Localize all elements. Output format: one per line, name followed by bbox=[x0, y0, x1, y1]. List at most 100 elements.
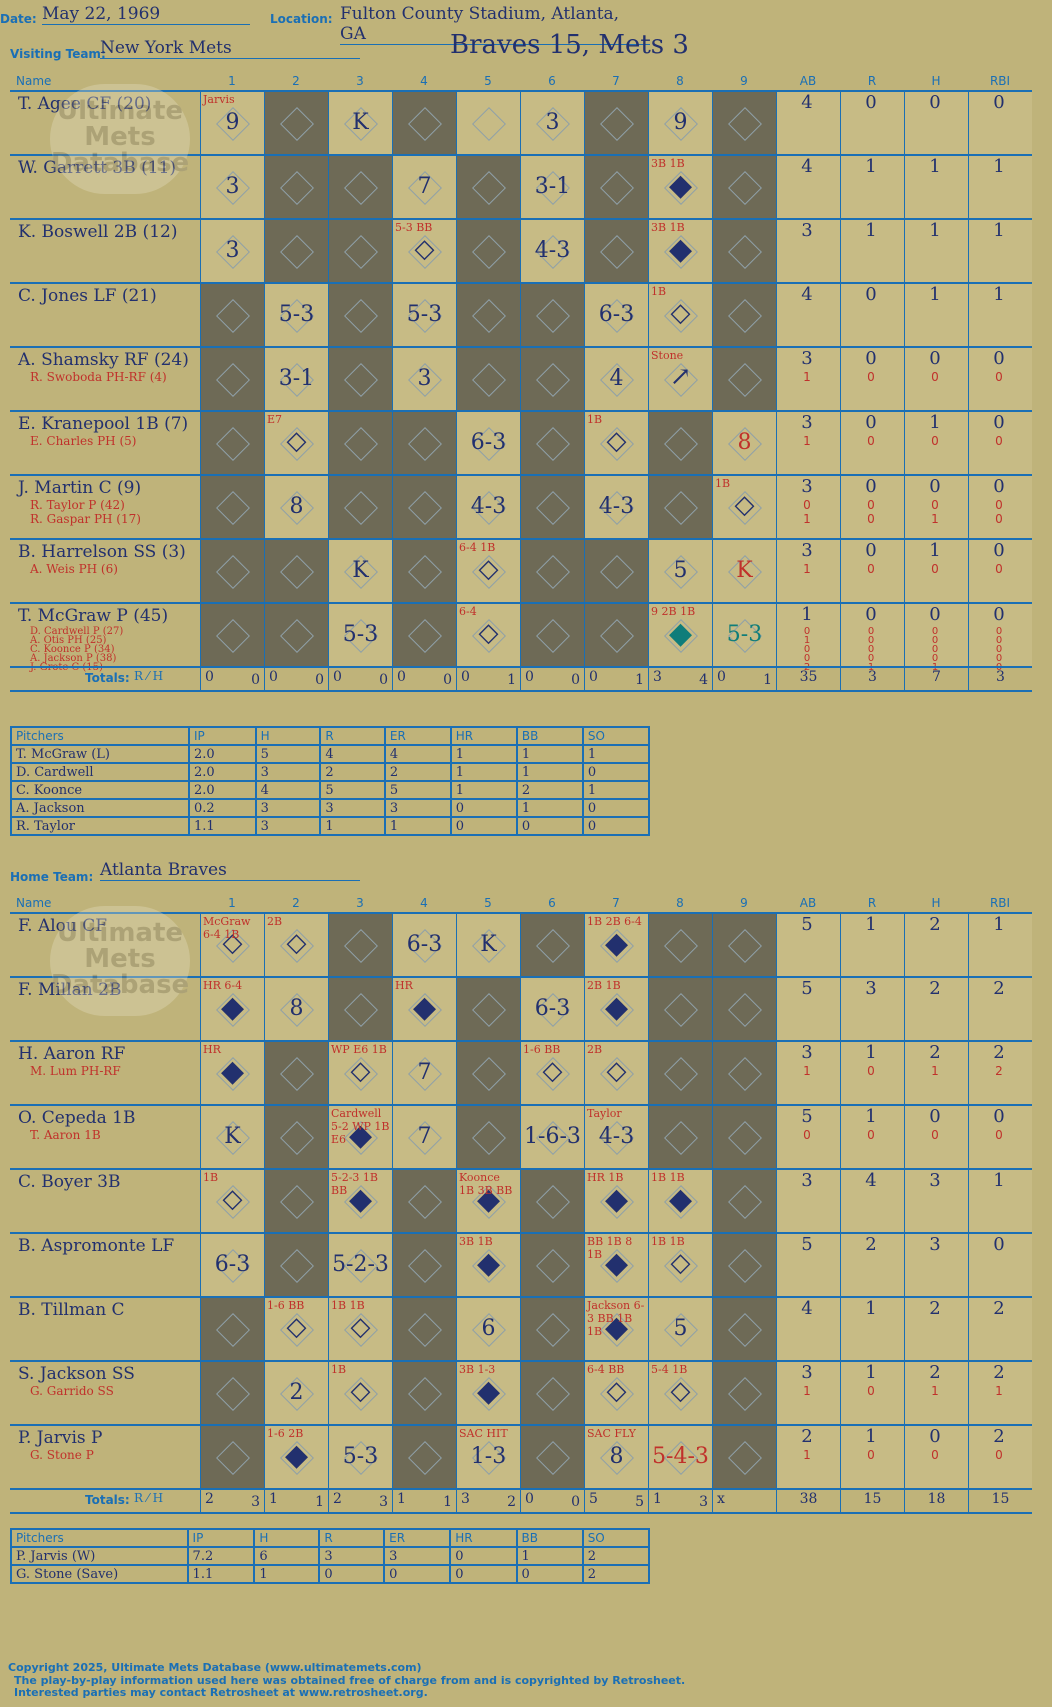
inning-cell bbox=[328, 348, 392, 412]
home-pitchers-table: Pitchers IP H R ER HR BB SO P. Jarvis (W) 7.2 6 3 3 0… bbox=[10, 1528, 651, 1584]
inning-cell: 3-1 bbox=[520, 156, 584, 220]
stat-value: 3 bbox=[801, 220, 813, 241]
inning-cell: 8 SAC FLY bbox=[584, 1426, 648, 1490]
stat-cell: 5 bbox=[776, 914, 840, 978]
pitchers-header-row: Pitchers IP H R ER HR BB SO bbox=[10, 726, 651, 746]
play-result: ◆ bbox=[476, 1374, 501, 1409]
inning-cell bbox=[712, 284, 776, 348]
sub-stat-value: 0 bbox=[931, 626, 939, 637]
pitcher-stat: 2 bbox=[581, 1546, 651, 1566]
inning-runs: 0 bbox=[333, 669, 342, 685]
inning-cell bbox=[200, 604, 264, 668]
base-diamond bbox=[344, 993, 378, 1027]
play-result: 9 bbox=[673, 110, 688, 135]
stat-value: 3 bbox=[929, 1170, 941, 1191]
stat-value: 2 bbox=[929, 1042, 941, 1063]
inning-cell: 6-3 bbox=[584, 284, 648, 348]
inning-cell: 4-3 bbox=[520, 220, 584, 284]
inning-cell: ◇ WP E6 1B bbox=[328, 1042, 392, 1106]
pitcher-stat: 0 bbox=[515, 816, 584, 836]
play-result: 2 bbox=[289, 1380, 304, 1405]
inning-cell bbox=[200, 348, 264, 412]
column-header: 1 bbox=[228, 896, 236, 910]
stat-value: 2 bbox=[929, 1298, 941, 1319]
inning-hits: 0 bbox=[571, 1494, 580, 1510]
play-result: ◇ bbox=[542, 1056, 563, 1086]
stat-value: 1 bbox=[865, 1042, 877, 1063]
base-diamond bbox=[536, 1377, 570, 1411]
stat-cell: 2 bbox=[840, 1234, 904, 1298]
inning-cell: 9 bbox=[648, 92, 712, 156]
play-annotation: E7 bbox=[267, 413, 283, 426]
stat-value: 1 bbox=[993, 220, 1005, 241]
play-result: 5-2-3 bbox=[332, 1252, 389, 1277]
pitcher-stat: 3 bbox=[319, 798, 386, 818]
stat-value: 0 bbox=[865, 92, 877, 113]
sub-stat-value: 0 bbox=[995, 562, 1003, 576]
stat-cell: 1 bbox=[904, 156, 968, 220]
play-annotation: 1B bbox=[651, 285, 667, 298]
batter-name: B. Tillman C bbox=[18, 1300, 125, 1320]
pitchers-column-header: IP bbox=[187, 726, 257, 746]
play-annotation: 3B 1B bbox=[459, 1235, 493, 1248]
sub-stat-value: 1 bbox=[803, 1064, 811, 1078]
play-annotation: 6-4 bbox=[459, 605, 477, 618]
pitcher-row: D. Cardwell 2.0 3 2 2 1 1 0 bbox=[10, 762, 651, 782]
home-team-name: Atlanta Braves bbox=[100, 860, 360, 881]
play-result: ◇ bbox=[350, 1312, 371, 1342]
stat-value: 3 bbox=[801, 1362, 813, 1383]
inning-cell bbox=[584, 92, 648, 156]
stat-value: 1 bbox=[865, 1298, 877, 1319]
sub-stat-value: 0 bbox=[931, 1128, 939, 1142]
sub-stat-value: 1 bbox=[931, 1384, 939, 1398]
sub-stat-value: 1 bbox=[803, 512, 811, 526]
sub-stat-value: 0 bbox=[803, 644, 811, 655]
batter-row: B. Aspromonte LF 6-3 5-2-3 ◆ 3B 1B ◆ BB 1B 8 1… bbox=[10, 1232, 1032, 1298]
stat-value: 0 bbox=[993, 540, 1005, 561]
base-diamond bbox=[536, 929, 570, 963]
column-header: 7 bbox=[612, 74, 620, 88]
substitute-name: A. Otis PH (25) bbox=[30, 635, 107, 646]
base-diamond bbox=[600, 171, 634, 205]
substitute-name: M. Lum PH-RF bbox=[30, 1064, 121, 1078]
play-annotation: McGraw 6-4 1B bbox=[203, 915, 251, 941]
pitcher-stat: 1 bbox=[449, 744, 518, 764]
pitcher-stat: 1 bbox=[449, 762, 518, 782]
runs-hits-key: R ⁄ H bbox=[134, 669, 164, 683]
play-result: 6 bbox=[481, 1316, 496, 1341]
pitcher-stat: 0 bbox=[449, 816, 518, 836]
base-diamond bbox=[216, 427, 250, 461]
inning-cell bbox=[328, 284, 392, 348]
pitcher-stat: 1 bbox=[383, 816, 452, 836]
pitcher-stat: 7.2 bbox=[186, 1546, 256, 1566]
sub-stat-value: 0 bbox=[867, 635, 875, 646]
column-header: R bbox=[867, 74, 877, 88]
column-header: 8 bbox=[676, 74, 684, 88]
base-diamond bbox=[344, 363, 378, 397]
stat-value: 0 bbox=[865, 412, 877, 433]
pitcher-stat: T. McGraw (L) bbox=[10, 744, 190, 764]
inning-cell bbox=[392, 1234, 456, 1298]
base-diamond bbox=[344, 929, 378, 963]
sub-stat-value: 0 bbox=[867, 1384, 875, 1398]
sub-stat-value: 0 bbox=[995, 1128, 1003, 1142]
inning-cell: 6-3 bbox=[520, 978, 584, 1042]
stat-value: 2 bbox=[993, 1298, 1005, 1319]
inning-cell: ◇ 1B 1B bbox=[648, 1234, 712, 1298]
stat-value: 0 bbox=[993, 1106, 1005, 1127]
inning-runs: 0 bbox=[717, 669, 726, 685]
play-annotation: 1B bbox=[587, 413, 603, 426]
stat-value: 1 bbox=[929, 220, 941, 241]
inning-runs: 1 bbox=[653, 1491, 662, 1507]
column-header: Name bbox=[16, 896, 52, 910]
pitcher-stat: 4 bbox=[383, 744, 452, 764]
inning-hits: 0 bbox=[379, 672, 388, 688]
inning-cell: 2 bbox=[264, 1362, 328, 1426]
footer-retrosheet: The play-by-play information used here w… bbox=[14, 1674, 686, 1687]
